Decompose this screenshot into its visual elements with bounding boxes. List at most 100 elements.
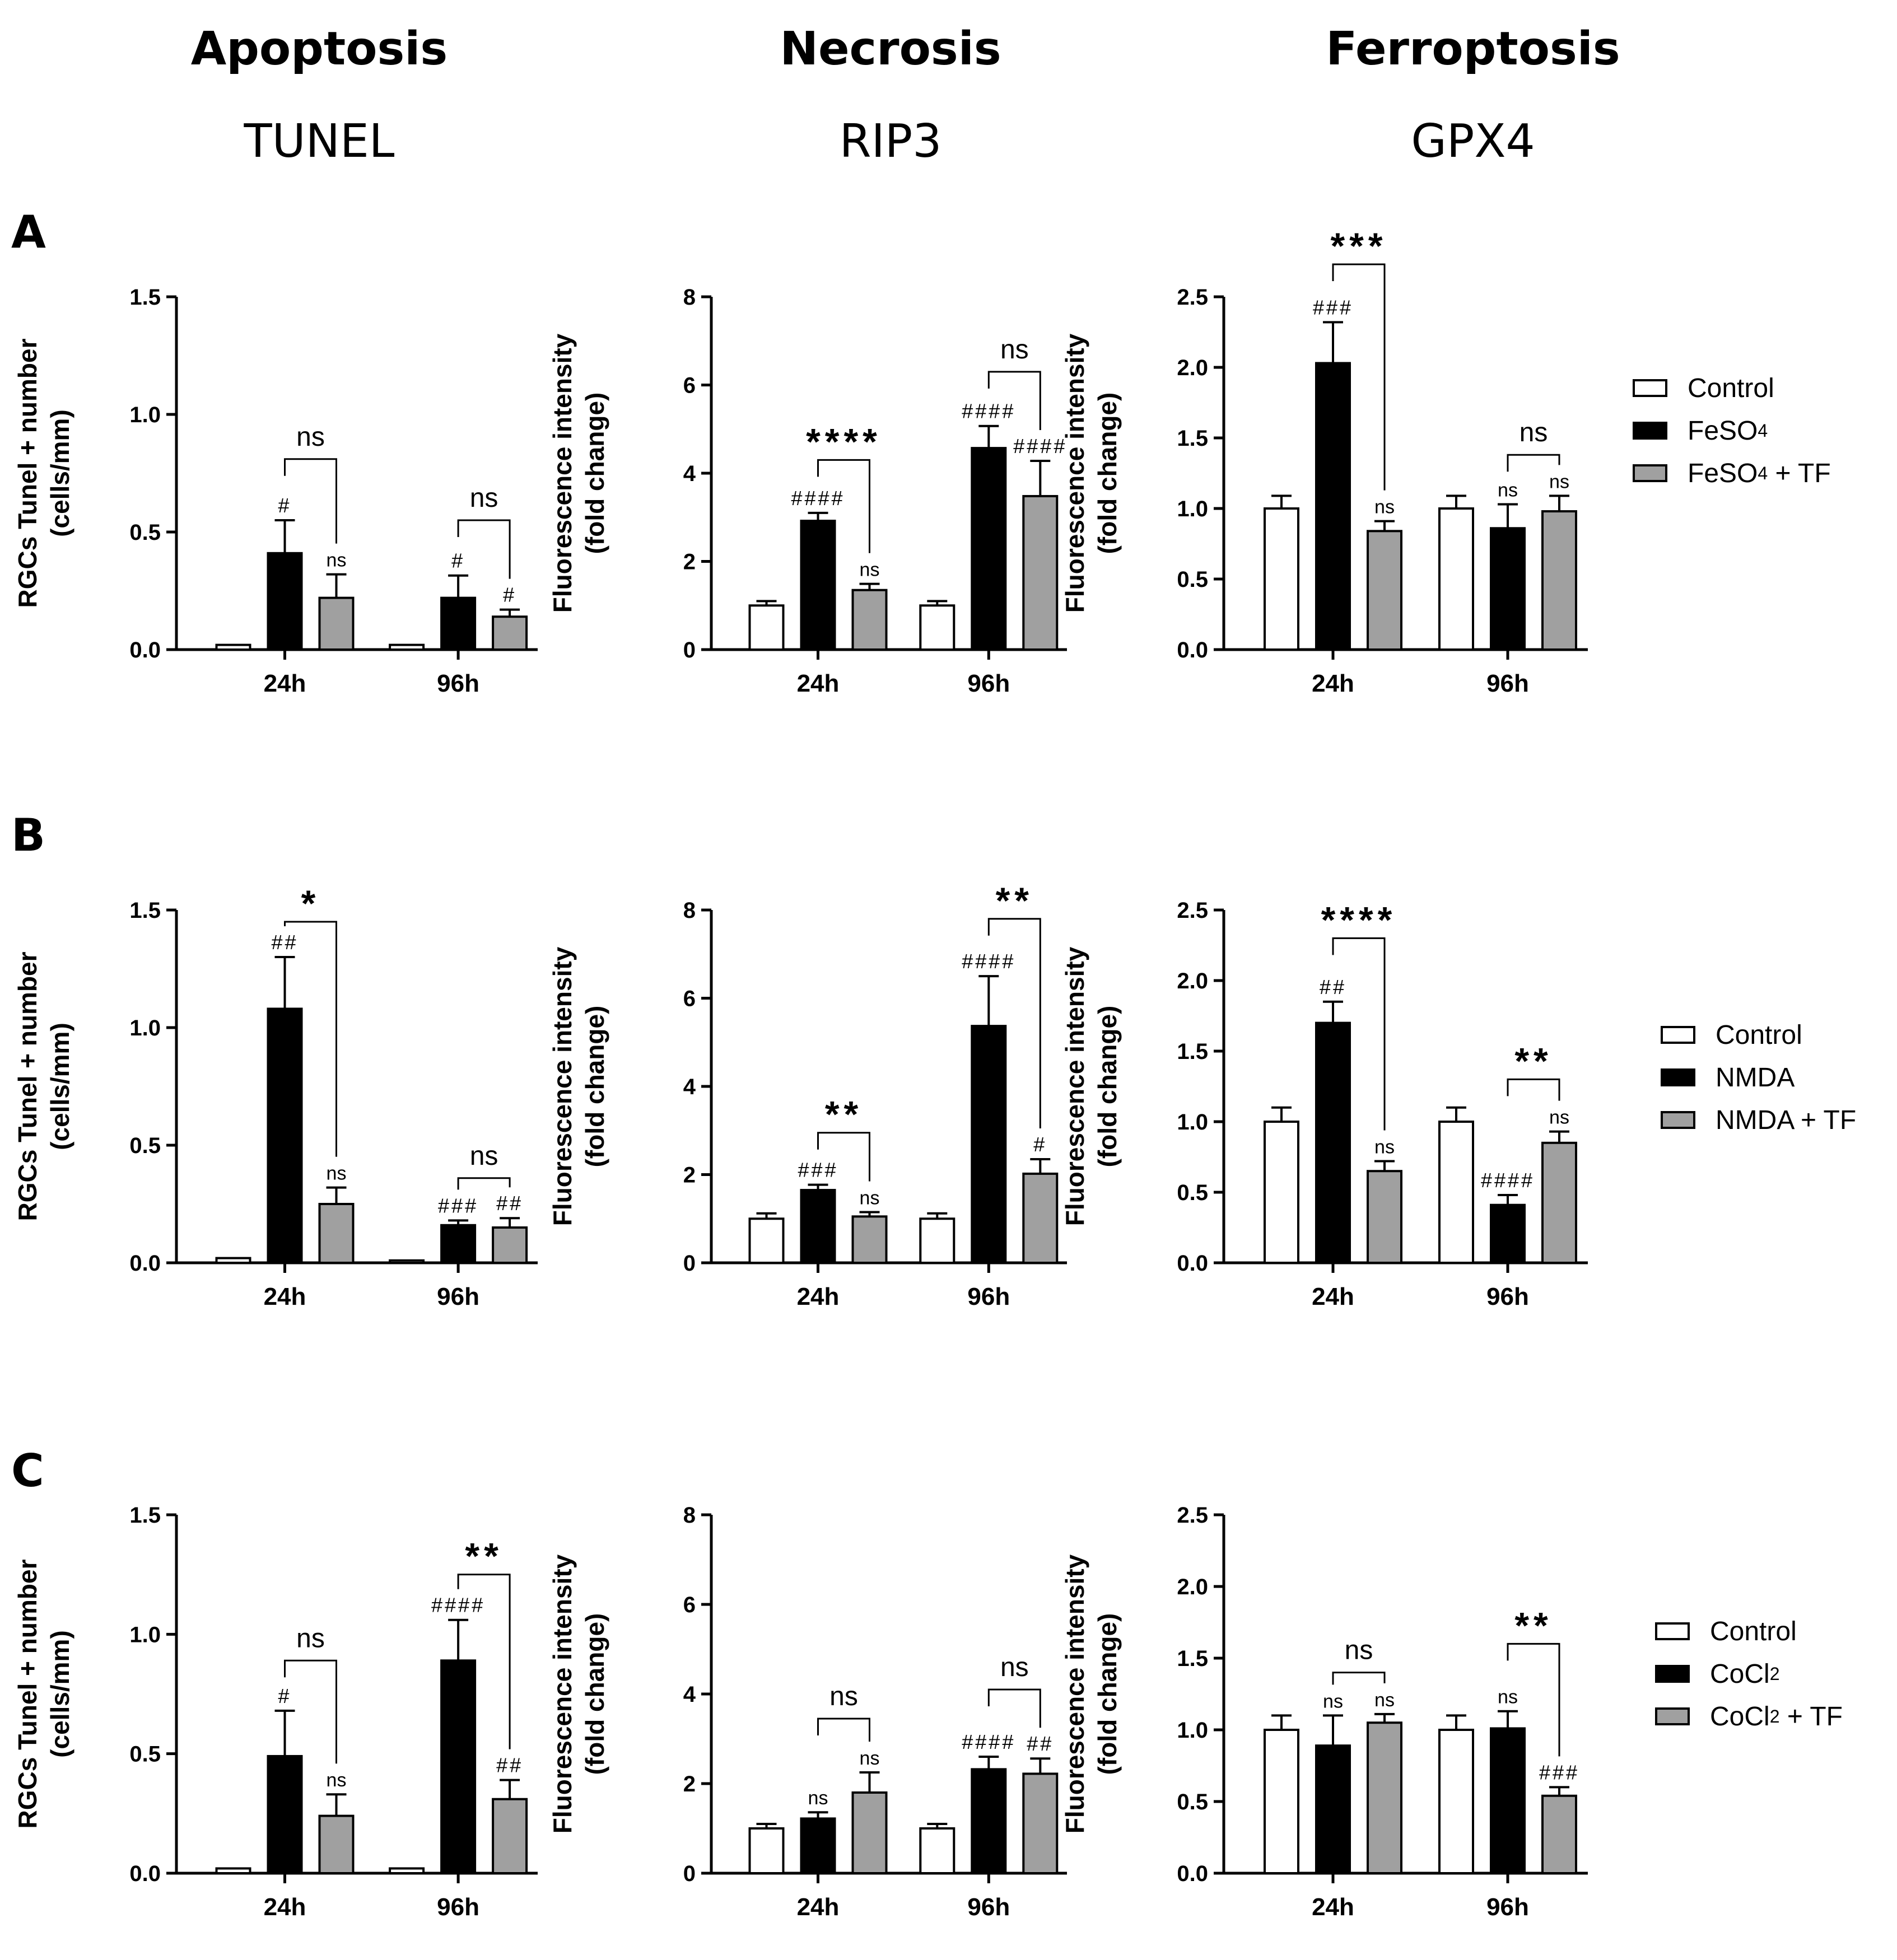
y-axis-label: RGCs Tunel + number bbox=[13, 951, 42, 1221]
y-axis-label: (cells/mm) bbox=[45, 409, 74, 537]
y-axis-label: RGCs Tunel + number bbox=[13, 1559, 42, 1828]
y-tick-label: 1.0 bbox=[1177, 1718, 1208, 1743]
bar-significance-label: # bbox=[503, 584, 516, 606]
bar-1 bbox=[1490, 1203, 1526, 1264]
bar-2 bbox=[851, 1215, 888, 1264]
bar-significance-label: ns bbox=[1374, 497, 1395, 518]
comparison-bracket bbox=[1507, 1642, 1560, 1757]
comparison-bracket bbox=[817, 1718, 870, 1742]
bar-0 bbox=[215, 643, 251, 651]
comparison-bracket bbox=[817, 459, 870, 553]
y-tick-label: 0.0 bbox=[129, 1861, 161, 1886]
y-tick-label: 0.0 bbox=[1177, 1251, 1208, 1276]
bar-1 bbox=[1315, 1744, 1351, 1874]
legend-item: NMDA + TF bbox=[1661, 1099, 1856, 1141]
x-tick-label: 24h bbox=[1312, 1283, 1354, 1310]
y-axis-label: (fold change) bbox=[580, 1006, 609, 1168]
bar-significance-label: ns bbox=[1498, 1687, 1518, 1708]
bar-0 bbox=[919, 604, 956, 651]
bar-1 bbox=[971, 1025, 1007, 1264]
y-tick-label: 2.5 bbox=[1177, 898, 1208, 923]
bar-significance-label: ns bbox=[860, 1748, 880, 1769]
bar-0 bbox=[215, 1867, 251, 1874]
bar-significance-label: ## bbox=[1027, 1732, 1054, 1755]
y-axis-label: Fluorescence intensity bbox=[1060, 946, 1089, 1226]
legend-row-a: Control FeSO 4 FeSO 4 + TF bbox=[1633, 367, 1831, 494]
legend-item: CoCl 2 + TF bbox=[1655, 1695, 1843, 1738]
comparison-bracket bbox=[817, 1132, 870, 1182]
legend-text: FeSO bbox=[1688, 416, 1758, 446]
comparison-label: ns bbox=[470, 483, 498, 513]
y-axis-label: (fold change) bbox=[580, 1613, 609, 1775]
y-tick-label: 0.0 bbox=[1177, 1861, 1208, 1886]
legend-swatch bbox=[1655, 1707, 1690, 1725]
bar-0 bbox=[919, 1827, 956, 1874]
x-tick-label: 96h bbox=[437, 1893, 479, 1921]
legend-text: CoCl bbox=[1710, 1701, 1770, 1732]
comparison-bracket bbox=[1332, 1672, 1386, 1685]
bar-1 bbox=[267, 1754, 303, 1875]
bar-2 bbox=[1367, 1721, 1402, 1874]
y-tick-label: 0 bbox=[683, 1251, 696, 1276]
y-tick-label: 0 bbox=[683, 638, 696, 662]
comparison-bracket bbox=[987, 918, 1041, 1128]
legend-item: Control bbox=[1661, 1014, 1856, 1056]
bar-significance-label: ns bbox=[1498, 479, 1518, 501]
y-tick-label: 0.5 bbox=[1177, 567, 1208, 592]
y-tick-label: 6 bbox=[683, 987, 696, 1011]
row-label-c: C bbox=[11, 1445, 44, 1497]
legend-swatch bbox=[1633, 379, 1667, 397]
comparison-label: ** bbox=[996, 880, 1033, 921]
bar-2 bbox=[1541, 1794, 1577, 1875]
bar-0 bbox=[389, 1259, 425, 1264]
x-tick-label: 96h bbox=[967, 1893, 1010, 1921]
comparison-label: ** bbox=[1514, 1040, 1552, 1081]
bar-0 bbox=[1438, 507, 1474, 651]
legend-swatch bbox=[1661, 1026, 1695, 1044]
y-axis-label: (cells/mm) bbox=[45, 1023, 74, 1150]
comparison-bracket bbox=[457, 1177, 511, 1190]
legend-swatch bbox=[1633, 464, 1667, 482]
comparison-bracket bbox=[1507, 1078, 1560, 1101]
comparison-label: ns bbox=[296, 422, 325, 452]
bar-1 bbox=[440, 596, 477, 651]
chart-panel-c-2: Fluorescence intensity (fold change) 0.0 0.… bbox=[1060, 1503, 1588, 1921]
bar-0 bbox=[1264, 507, 1299, 651]
bar-significance-label: ## bbox=[496, 1754, 523, 1777]
y-tick-label: 1.0 bbox=[129, 1622, 161, 1647]
row-label-b: B bbox=[11, 809, 45, 861]
y-axis-label: (cells/mm) bbox=[45, 1630, 74, 1758]
bar-1 bbox=[800, 1189, 836, 1264]
y-tick-label: 1.0 bbox=[1177, 1110, 1208, 1135]
comparison-bracket bbox=[1332, 263, 1386, 491]
bar-0 bbox=[919, 1217, 956, 1264]
bar-significance-label: ## bbox=[1320, 976, 1346, 998]
y-axis-label: Fluorescence intensity bbox=[548, 1554, 577, 1833]
bar-significance-label: # bbox=[1033, 1133, 1047, 1156]
bar-0 bbox=[748, 604, 785, 651]
bar-2 bbox=[1367, 1170, 1402, 1264]
bar-significance-label: ns bbox=[327, 1770, 347, 1791]
x-tick-label: 24h bbox=[797, 1283, 840, 1310]
bar-significance-label: ### bbox=[1539, 1761, 1579, 1784]
comparison-label: ns bbox=[1000, 335, 1029, 365]
y-tick-label: 0.5 bbox=[1177, 1180, 1208, 1205]
bar-1 bbox=[440, 1224, 477, 1264]
comparison-bracket bbox=[987, 1688, 1041, 1728]
bar-significance-label: #### bbox=[962, 1730, 1015, 1753]
x-tick-label: 96h bbox=[967, 670, 1010, 697]
bar-0 bbox=[215, 1257, 251, 1264]
comparison-bracket bbox=[457, 519, 511, 579]
legend-swatch bbox=[1661, 1068, 1695, 1086]
y-tick-label: 1.5 bbox=[129, 285, 161, 310]
bar-2 bbox=[1541, 510, 1577, 651]
legend-sub: 4 bbox=[1758, 463, 1768, 483]
legend-text-after: + TF bbox=[1768, 458, 1831, 488]
bar-significance-label: ## bbox=[496, 1192, 523, 1215]
legend-item: Control bbox=[1655, 1610, 1843, 1653]
comparison-bracket bbox=[284, 1659, 337, 1764]
y-tick-label: 6 bbox=[683, 374, 696, 398]
legend-text: Control bbox=[1716, 1020, 1802, 1050]
category-necrosis: Necrosis bbox=[780, 22, 1001, 76]
